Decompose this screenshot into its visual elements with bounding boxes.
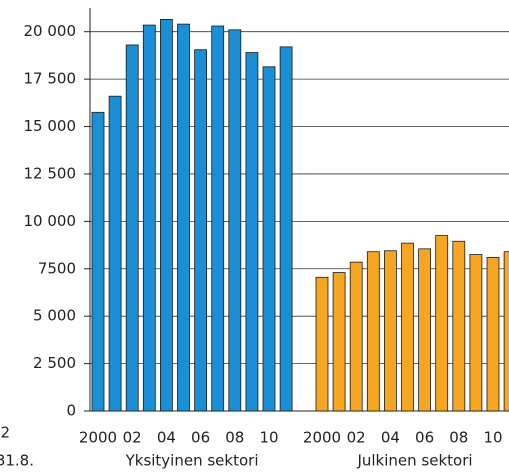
bar	[435, 235, 449, 412]
x-tick-label: 08	[225, 429, 244, 447]
bar	[383, 250, 397, 412]
x-tick-label: 06	[415, 429, 434, 447]
x-tick-label: 04	[157, 429, 176, 447]
bar	[503, 251, 509, 412]
bar	[366, 251, 380, 412]
y-tick-label: 2 500	[33, 354, 76, 372]
y-tick-label: 12 500	[24, 164, 77, 182]
bar	[401, 242, 414, 412]
group-label: Yksityinen sektori	[125, 452, 259, 470]
annotation: 2	[0, 424, 10, 442]
bar	[125, 44, 139, 412]
bar	[177, 23, 190, 412]
x-tick-label: 06	[191, 429, 210, 447]
bar	[159, 18, 173, 412]
bar	[315, 276, 329, 412]
x-tick-label: 2000	[79, 429, 117, 447]
x-tick-label: 10	[483, 429, 502, 447]
bar	[262, 66, 276, 412]
bar	[279, 46, 293, 412]
annotation: 31.8.	[0, 452, 34, 470]
bar	[469, 254, 483, 412]
x-tick-label: 02	[123, 429, 142, 447]
bar	[142, 24, 156, 412]
bar	[418, 248, 432, 412]
bar	[349, 261, 363, 412]
x-tick-label: 2000	[303, 429, 341, 447]
y-tick-label: 7500	[38, 259, 76, 277]
bar	[452, 240, 466, 412]
y-tick-label: 15 000	[24, 117, 77, 135]
x-tick-label: 10	[259, 429, 278, 447]
y-tick-label: 5 000	[33, 307, 76, 325]
bar	[486, 256, 500, 412]
y-tick-label: 20 000	[24, 22, 77, 40]
y-tick-label: 17 500	[24, 70, 77, 88]
x-tick-label: 04	[381, 429, 400, 447]
bar	[211, 25, 225, 412]
y-tick-label: 0	[66, 402, 76, 420]
group-label: Julkinen sektori	[356, 452, 472, 470]
x-tick-label: 08	[449, 429, 468, 447]
bar	[108, 95, 122, 412]
bar	[91, 111, 105, 412]
y-tick-label: 10 000	[24, 212, 77, 230]
bar	[228, 29, 242, 412]
bar	[245, 52, 259, 412]
bar	[332, 272, 346, 412]
bar	[194, 49, 208, 412]
x-tick-label: 02	[347, 429, 366, 447]
